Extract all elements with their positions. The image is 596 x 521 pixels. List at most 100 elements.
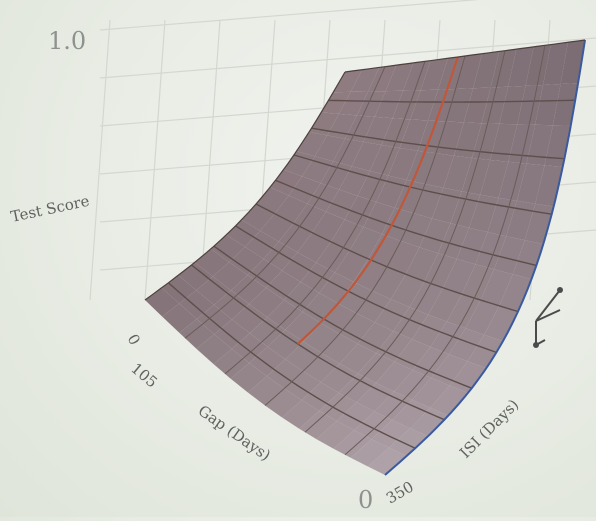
surface-patch <box>498 161 527 201</box>
surface-patch <box>412 346 449 378</box>
surface-patch <box>274 195 308 224</box>
surface-patch <box>410 89 439 121</box>
surface-patch <box>263 241 298 271</box>
surface-patch <box>179 319 215 349</box>
surface-patch <box>284 371 321 401</box>
surface-patch <box>231 275 266 304</box>
surface-patch <box>314 135 346 162</box>
grid-line <box>199 19 221 301</box>
surface-patch <box>339 91 369 116</box>
surface-patch <box>375 361 413 392</box>
surface-patch <box>412 377 450 408</box>
y-tick-label: 350 <box>383 478 417 508</box>
x-tick-label: 105 <box>127 359 161 391</box>
surface-patch <box>388 148 418 180</box>
surface-patch <box>247 376 285 406</box>
surface-patch <box>367 447 407 475</box>
surface-patch <box>357 171 389 202</box>
surface-patch <box>351 141 382 171</box>
surface-patch <box>278 223 313 253</box>
surface-patch <box>212 262 248 291</box>
surface-patch <box>316 420 355 449</box>
surface-patch <box>162 303 197 333</box>
surface-patch <box>394 370 432 400</box>
surface-patch <box>320 363 358 393</box>
surface-patch <box>297 232 331 263</box>
surface-patch <box>161 275 197 304</box>
surface-patch <box>508 124 536 164</box>
surface-patch <box>376 331 412 362</box>
surface-patch <box>385 62 414 92</box>
surface-patch <box>316 241 350 273</box>
surface-patch <box>525 44 551 86</box>
surface-patch <box>244 230 279 259</box>
surface-patch <box>369 145 400 176</box>
surface-grid-line <box>264 55 466 406</box>
surface-outline <box>144 71 346 301</box>
surface-patch <box>353 258 387 291</box>
surface-patch <box>410 407 449 437</box>
surface-patch <box>419 218 451 254</box>
surface-patch <box>282 252 317 282</box>
surface-patch <box>449 328 485 362</box>
surface-patch <box>283 151 315 177</box>
x-axis-title: Gap (Days) <box>195 402 274 465</box>
surface-edge-line <box>384 39 586 476</box>
surface-patch <box>473 51 500 89</box>
surface-patch <box>178 262 213 291</box>
surface-patch <box>382 207 414 241</box>
surface-patch <box>214 319 250 349</box>
surface-patch <box>394 339 431 371</box>
surface-patch <box>446 88 474 123</box>
surface-patch <box>213 348 250 379</box>
surface-patch <box>400 213 432 248</box>
surface-patch <box>389 428 428 456</box>
surface-patch <box>301 382 339 411</box>
surface-patch <box>443 258 476 295</box>
surface-patch <box>481 86 509 124</box>
surface-patch <box>179 290 214 319</box>
surface-patch <box>512 240 544 280</box>
surface-patch <box>339 313 375 344</box>
surface-patch <box>356 290 391 323</box>
surface-patch <box>475 232 507 270</box>
surface-patch <box>231 333 268 363</box>
surface-patch <box>196 276 231 305</box>
surface-patch <box>338 373 376 403</box>
surface-patch <box>285 311 321 342</box>
surface-patch <box>319 392 357 421</box>
surface-patch <box>490 49 517 88</box>
surface-patch <box>288 176 321 204</box>
surface-patch <box>266 359 304 389</box>
surface-patch <box>145 287 180 317</box>
surface-patch <box>393 307 429 340</box>
surface-patch <box>312 211 345 242</box>
surface-patch <box>196 334 232 365</box>
surface-patch <box>333 69 363 93</box>
surface-patch <box>267 329 304 360</box>
surface-patch <box>467 334 503 369</box>
surface-patch <box>526 124 553 166</box>
surface-patch <box>449 361 487 393</box>
surface-patch <box>543 42 568 85</box>
surface-patch <box>357 353 395 383</box>
surface-patch <box>321 333 358 364</box>
surface-patch <box>420 58 448 91</box>
surface-patch <box>392 90 421 120</box>
surface-patch <box>282 400 320 429</box>
surface-patch <box>231 304 268 334</box>
surface-patch <box>321 91 351 114</box>
surface-outline <box>344 39 586 73</box>
orientation-axes-icon[interactable] <box>533 287 563 348</box>
surface-patch <box>249 317 286 347</box>
surface-patch <box>368 234 401 267</box>
corner-label: 0 <box>358 486 373 514</box>
surface-patch <box>472 123 500 160</box>
surface-patch <box>465 300 500 335</box>
surface-patch <box>356 382 395 412</box>
surface-patch <box>438 223 470 259</box>
surface-patch <box>229 246 264 276</box>
surface-grid-line <box>184 66 386 339</box>
surface-patch <box>326 189 358 220</box>
surface-patch <box>339 166 370 196</box>
